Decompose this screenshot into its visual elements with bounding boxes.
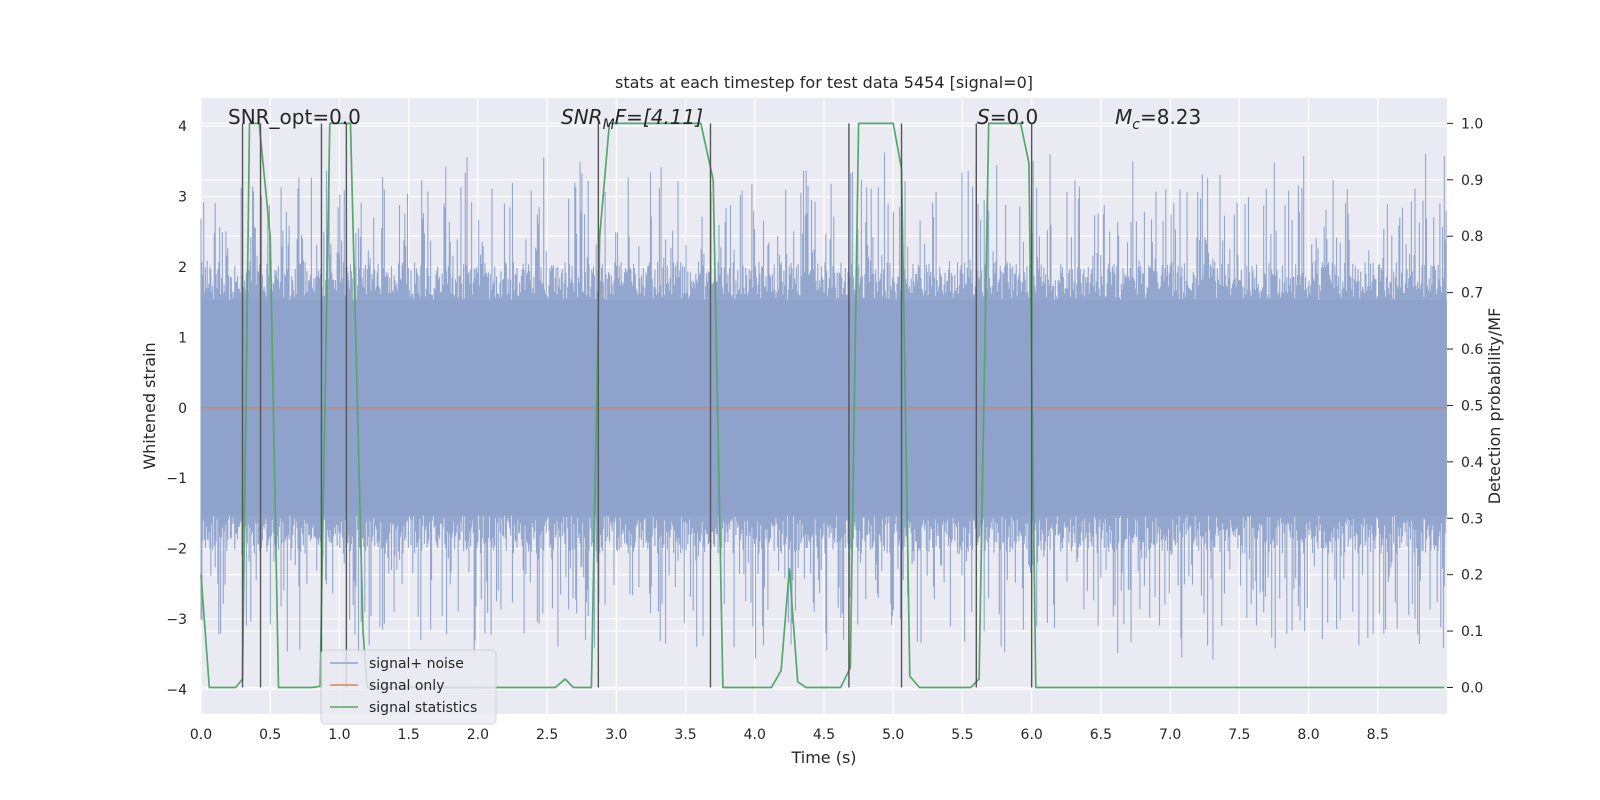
x-axis-ticks: 0.0 0.5 1.0 1.5 2.0 2.5 3.0 3.5 4.0 4.5 5.0 5.5 6.0 6… — [190, 727, 1389, 743]
s-symbol: S — [977, 105, 990, 129]
snr-mf-symbol: SNR — [561, 105, 603, 129]
y-tick-label-7: −3 — [166, 612, 187, 628]
legend-label-stats: signal statistics — [369, 700, 477, 716]
legend-label-signal: signal only — [369, 678, 444, 694]
mc-value: =8.23 — [1140, 105, 1201, 129]
y-tick-label-3: 1 — [178, 330, 187, 346]
y2-tick-label-4: 0.6 — [1461, 342, 1483, 358]
y-tick-label-0: 4 — [178, 119, 187, 135]
x-tick-label-3: 1.5 — [398, 727, 420, 743]
x-tick-label-16: 8.0 — [1297, 727, 1319, 743]
y2-tick-label-9: 0.1 — [1461, 624, 1483, 640]
mc-subscript: c — [1132, 117, 1140, 133]
y-tick-label-2: 2 — [178, 260, 187, 276]
snr-mf-annotation: SNRMF=[4.11] — [561, 105, 703, 133]
legend: signal+ noise signal only signal statist… — [320, 649, 497, 725]
x-tick-label-13: 6.5 — [1090, 727, 1112, 743]
y2-axis-ticks: 1.0 0.9 0.8 0.7 0.6 0.5 0.4 0.3 0.2 0.1 0.0 — [1447, 116, 1483, 696]
x-tick-label-5: 2.5 — [536, 727, 558, 743]
snr-opt-annotation: SNR_opt=0.0 — [228, 105, 361, 129]
x-tick-label-9: 4.5 — [813, 727, 835, 743]
y2-tick-label-8: 0.2 — [1461, 568, 1483, 584]
mc-symbol: M — [1115, 105, 1132, 129]
s-value: =0.0 — [990, 105, 1039, 129]
y-tick-label-5: −1 — [166, 471, 187, 487]
y2-tick-label-0: 1.0 — [1461, 116, 1483, 132]
y2-tick-label-10: 0.0 — [1461, 680, 1483, 696]
y-tick-label-4: 0 — [178, 401, 187, 417]
mc-annotation: Mc=8.23 — [1115, 105, 1201, 133]
y2-tick-label-3: 0.7 — [1461, 286, 1483, 302]
x-tick-label-6: 3.0 — [605, 727, 627, 743]
x-tick-label-1: 0.5 — [259, 727, 281, 743]
x-tick-label-12: 6.0 — [1021, 727, 1043, 743]
y-axis-label: Whitened strain — [140, 342, 159, 469]
legend-label-noise: signal+ noise — [369, 656, 464, 672]
x-tick-label-8: 4.0 — [744, 727, 766, 743]
legend-box — [320, 649, 497, 725]
y2-tick-label-6: 0.4 — [1461, 455, 1483, 471]
x-tick-label-14: 7.0 — [1159, 727, 1181, 743]
y2-tick-label-2: 0.8 — [1461, 229, 1483, 245]
y2-tick-label-7: 0.3 — [1461, 511, 1483, 527]
x-tick-label-7: 3.5 — [674, 727, 696, 743]
signal-statistics-line — [200, 122, 1445, 689]
x-tick-label-11: 5.5 — [951, 727, 973, 743]
x-tick-label-2: 1.0 — [328, 727, 350, 743]
x-tick-label-4: 2.0 — [467, 727, 489, 743]
y-axis-ticks: 4 3 2 1 0 −1 −2 −3 −4 — [166, 119, 187, 698]
snr-mf-subscript: M — [603, 117, 615, 133]
y2-tick-label-5: 0.5 — [1461, 398, 1483, 414]
y-tick-label-8: −4 — [166, 682, 187, 698]
vertical-markers — [241, 123, 1033, 688]
chart-title: stats at each timestep for test data 545… — [615, 73, 1033, 92]
x-tick-label-17: 8.5 — [1367, 727, 1389, 743]
x-tick-label-0: 0.0 — [190, 727, 212, 743]
y2-axis-label: Detection probability/MF — [1485, 308, 1504, 505]
x-axis-label: Time (s) — [790, 748, 856, 767]
snr-mf-value: F=[4.11] — [615, 105, 703, 129]
y-tick-label-6: −2 — [166, 542, 187, 558]
x-tick-label-15: 7.5 — [1228, 727, 1250, 743]
s-annotation: S=0.0 — [977, 105, 1038, 129]
signal-statistics-series — [200, 122, 1445, 689]
y2-tick-label-1: 0.9 — [1461, 173, 1483, 189]
x-tick-label-10: 5.0 — [882, 727, 904, 743]
y-tick-label-1: 3 — [178, 190, 187, 206]
